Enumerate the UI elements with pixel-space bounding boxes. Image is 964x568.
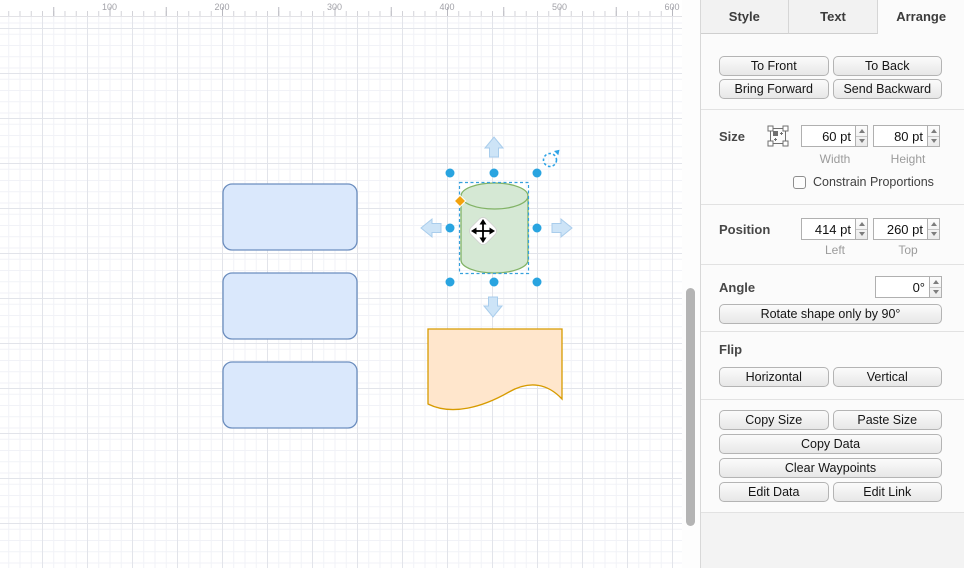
format-tabs: Style Text Arrange: [701, 0, 964, 34]
constrain-proportions-label: Constrain Proportions: [813, 175, 934, 189]
position-top-input[interactable]: [873, 218, 928, 240]
stepper-down-icon[interactable]: [856, 230, 867, 240]
stepper-up-icon[interactable]: [856, 126, 867, 137]
selection-box: [458, 181, 530, 275]
shape-rounded-rect-2[interactable]: [222, 272, 358, 340]
height-input[interactable]: [873, 125, 928, 147]
paste-size-button[interactable]: Paste Size: [832, 410, 942, 430]
ruler-tick-label: 200: [214, 2, 230, 12]
direction-arrow-down[interactable]: [482, 296, 504, 318]
angle-stepper[interactable]: [930, 276, 942, 298]
selection-handle-n[interactable]: [489, 168, 499, 178]
left-sublabel: Left: [824, 243, 845, 257]
to-front-button[interactable]: To Front: [719, 56, 829, 76]
shape-adjust-handle[interactable]: [453, 194, 467, 208]
stepper-up-icon[interactable]: [856, 219, 867, 230]
section-flip: Flip Horizontal Vertical: [701, 332, 964, 400]
section-order: To Front To Back Bring Forward Send Back…: [701, 34, 964, 110]
canvas-scrollbar-thumb[interactable]: [686, 288, 695, 526]
size-label: Size: [719, 128, 746, 144]
shape-rounded-rect-1[interactable]: [222, 183, 358, 251]
direction-arrows: [420, 136, 573, 318]
direction-arrow-up[interactable]: [483, 136, 505, 158]
rotate-90-button[interactable]: Rotate shape only by 90°: [719, 304, 942, 324]
diagram-canvas[interactable]: [0, 17, 682, 568]
copy-size-button[interactable]: Copy Size: [719, 410, 829, 430]
selection-handle-se[interactable]: [532, 277, 542, 287]
copy-data-button[interactable]: Copy Data: [719, 434, 942, 454]
selection-handle-ne[interactable]: [532, 168, 542, 178]
ruler-tick-label: 500: [551, 2, 568, 12]
send-backward-button[interactable]: Send Backward: [832, 79, 942, 99]
flip-horizontal-button[interactable]: Horizontal: [719, 367, 829, 387]
selection-handle-s[interactable]: [489, 277, 499, 287]
section-size: Size: [701, 110, 964, 205]
stepper-up-icon[interactable]: [930, 277, 941, 288]
angle-label: Angle: [719, 279, 756, 295]
section-position: Position Left To: [701, 205, 964, 265]
section-actions: Copy Size Paste Size Copy Data Clear Way…: [701, 400, 964, 513]
height-sublabel: Height: [890, 152, 926, 166]
direction-arrow-right[interactable]: [551, 217, 573, 239]
shape-document[interactable]: [427, 328, 563, 411]
clear-waypoints-button[interactable]: Clear Waypoints: [719, 458, 942, 478]
stepper-down-icon[interactable]: [930, 288, 941, 298]
stepper-down-icon[interactable]: [928, 230, 939, 240]
width-input[interactable]: [801, 125, 856, 147]
angle-input[interactable]: [875, 276, 930, 298]
ruler-tick-label: 600: [664, 2, 680, 12]
top-sublabel: Top: [898, 243, 918, 257]
panel-empty-area: [701, 513, 964, 568]
direction-arrow-left[interactable]: [420, 217, 442, 239]
edit-link-button[interactable]: Edit Link: [832, 482, 942, 502]
move-cursor-icon: [469, 217, 497, 245]
ruler-tick-label: 100: [101, 2, 118, 12]
selection-handles: [445, 168, 542, 287]
shape-rounded-rect-3[interactable]: [222, 361, 358, 429]
constrain-proportions-checkbox[interactable]: [793, 175, 806, 189]
top-ruler: 0 100 200 300 400 500 600: [0, 0, 682, 17]
autosize-icon[interactable]: [766, 124, 790, 148]
height-stepper[interactable]: [928, 125, 940, 147]
to-back-button[interactable]: To Back: [832, 56, 942, 76]
bring-forward-button[interactable]: Bring Forward: [719, 79, 829, 99]
tab-arrange[interactable]: Arrange: [878, 0, 964, 34]
left-stepper[interactable]: [856, 218, 868, 240]
edit-data-button[interactable]: Edit Data: [719, 482, 829, 502]
width-sublabel: Width: [819, 152, 851, 166]
width-stepper[interactable]: [856, 125, 868, 147]
canvas-scrollbar-track[interactable]: [682, 0, 700, 568]
flip-label: Flip: [719, 342, 743, 357]
selection-handle-sw[interactable]: [445, 277, 455, 287]
stepper-down-icon[interactable]: [856, 137, 867, 147]
ruler-tick-label: 300: [326, 2, 343, 12]
flip-vertical-button[interactable]: Vertical: [832, 367, 942, 387]
format-panel: Style Text Arrange To Front To Back Brin…: [700, 0, 964, 568]
tab-text[interactable]: Text: [788, 0, 879, 34]
position-left-input[interactable]: [801, 218, 856, 240]
selection-handle-nw[interactable]: [445, 168, 455, 178]
position-label: Position: [719, 221, 771, 237]
tab-style[interactable]: Style: [701, 0, 789, 34]
stepper-up-icon[interactable]: [928, 126, 939, 137]
ruler-tick-label: 400: [439, 2, 455, 12]
rotate-handle-icon[interactable]: [542, 149, 560, 168]
top-stepper[interactable]: [928, 218, 940, 240]
stepper-down-icon[interactable]: [928, 137, 939, 147]
stepper-up-icon[interactable]: [928, 219, 939, 230]
selection-handle-e[interactable]: [532, 223, 542, 233]
section-angle: Angle Rotate shape only by 90°: [701, 265, 964, 332]
selection-handle-w[interactable]: [445, 223, 455, 233]
